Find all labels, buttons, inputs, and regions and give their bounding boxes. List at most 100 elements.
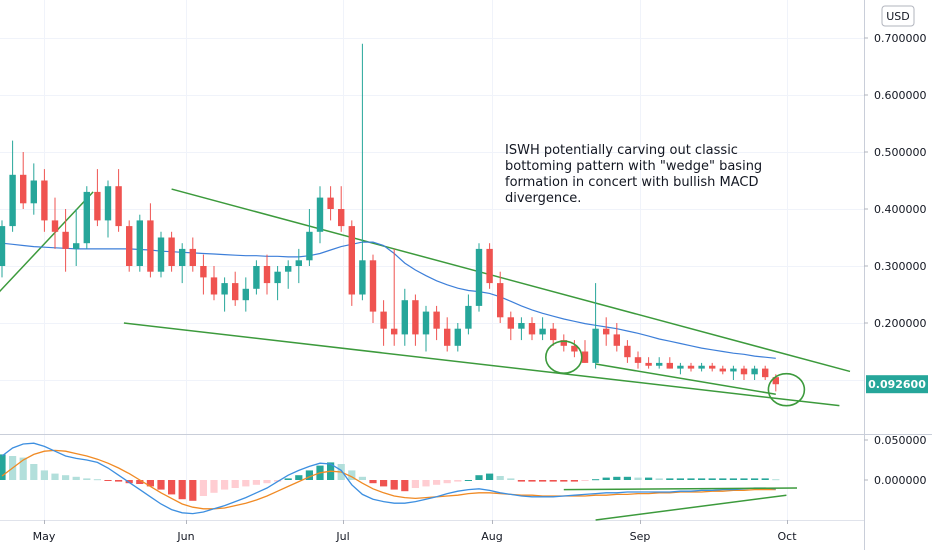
candle-body bbox=[263, 266, 271, 284]
candle-body bbox=[433, 311, 440, 329]
macd-bar bbox=[539, 480, 547, 482]
candle-body bbox=[645, 362, 652, 366]
macd-bar bbox=[549, 480, 557, 482]
candle-body bbox=[412, 300, 419, 335]
macd-bar bbox=[19, 457, 27, 480]
candle-body bbox=[730, 368, 737, 372]
annotation-line-3: formation in concert with bullish MACD bbox=[505, 175, 759, 190]
trendline bbox=[171, 188, 851, 373]
macd-bar bbox=[602, 477, 610, 480]
candle-body bbox=[136, 220, 143, 266]
macd-bar bbox=[560, 480, 568, 482]
candle-body bbox=[157, 237, 165, 272]
trendline bbox=[595, 363, 776, 395]
macd-bar bbox=[51, 473, 59, 480]
macd-bar bbox=[708, 478, 716, 480]
candle-body bbox=[104, 186, 112, 221]
candle-body bbox=[285, 266, 292, 272]
macd-bar bbox=[30, 464, 38, 480]
macd-bar bbox=[104, 480, 112, 481]
candle-body bbox=[497, 283, 504, 318]
candle-body bbox=[401, 300, 408, 335]
y-tick-label: 0.400000 bbox=[874, 203, 927, 216]
candle-body bbox=[327, 197, 334, 209]
macd-bar bbox=[199, 480, 207, 496]
moving-average bbox=[1, 241, 776, 359]
candles bbox=[0, 43, 779, 392]
macd-bar bbox=[655, 478, 663, 480]
candle-body bbox=[518, 323, 525, 329]
moving-average-line bbox=[1, 241, 776, 359]
macd-bar bbox=[115, 480, 123, 482]
macd-bar bbox=[623, 476, 631, 480]
macd-bar bbox=[464, 480, 472, 481]
candle-body bbox=[73, 243, 80, 249]
candle-body bbox=[709, 365, 716, 369]
candle-body bbox=[253, 266, 260, 289]
candle-body bbox=[51, 220, 59, 232]
candle-body bbox=[221, 283, 228, 295]
candle-body bbox=[147, 220, 154, 272]
macd-bar bbox=[528, 480, 536, 482]
annotation-line-2: bottoming pattern with "wedge" basing bbox=[505, 159, 762, 174]
macd-bar bbox=[433, 480, 441, 485]
macd-bar bbox=[729, 478, 737, 480]
macd-bar bbox=[751, 478, 759, 480]
candle-body bbox=[751, 368, 758, 375]
candle-body bbox=[698, 365, 705, 369]
candle-body bbox=[41, 180, 48, 221]
macd-bar bbox=[284, 478, 292, 480]
macd-bar bbox=[0, 454, 6, 480]
macd-bar bbox=[666, 478, 674, 480]
macd-bar bbox=[634, 477, 642, 480]
candle-body bbox=[592, 328, 599, 363]
candle-body bbox=[571, 345, 578, 352]
y-tick-label: 0.600000 bbox=[874, 89, 927, 102]
candle-body bbox=[422, 311, 430, 335]
macd-bar bbox=[401, 480, 409, 492]
candle-body bbox=[719, 368, 726, 372]
macd-bar bbox=[295, 475, 303, 480]
macd-y-tick-label: 0.000000 bbox=[874, 474, 927, 487]
last-price-badge: 0.092600 bbox=[866, 375, 928, 394]
annotation: ISWH potentially carving out classic bot… bbox=[505, 143, 762, 206]
candle-body bbox=[20, 174, 27, 204]
macd-bar bbox=[146, 480, 154, 487]
macd-bar bbox=[210, 480, 218, 493]
y-tick-label: 0.700000 bbox=[874, 32, 927, 45]
macd-line bbox=[1, 442, 776, 515]
candle-body bbox=[62, 231, 69, 249]
x-tick-label: Sep bbox=[630, 530, 651, 543]
macd-bar bbox=[475, 475, 483, 480]
currency-badge[interactable]: USD bbox=[881, 5, 915, 27]
macd-y-axis-labels: 0.050000 0.000000 bbox=[864, 434, 927, 487]
candle-body bbox=[210, 277, 218, 295]
macd-bar bbox=[242, 480, 250, 487]
candle-body bbox=[528, 323, 536, 335]
candle-body bbox=[348, 226, 355, 295]
macd-bar bbox=[189, 480, 197, 501]
candle-body bbox=[465, 305, 472, 329]
candle-body bbox=[306, 231, 313, 261]
candle-body bbox=[740, 368, 748, 375]
macd-bar bbox=[178, 480, 186, 500]
x-axis-labels: May Jun Jul Aug Sep Oct bbox=[33, 520, 797, 543]
candle-body bbox=[603, 328, 610, 335]
macd-bar bbox=[698, 478, 706, 480]
annotation-line-4: divergence. bbox=[505, 191, 581, 206]
macd-trendlines bbox=[563, 487, 798, 521]
macd-bar bbox=[263, 480, 271, 484]
macd-bar bbox=[274, 480, 282, 482]
candle-body bbox=[242, 288, 249, 301]
macd-bar bbox=[645, 477, 653, 480]
annotation-line-1: ISWH potentially carving out classic bbox=[505, 143, 738, 158]
candle-body bbox=[687, 365, 695, 369]
macd-bar bbox=[369, 480, 377, 484]
candle-body bbox=[83, 191, 90, 244]
candle-body bbox=[115, 186, 122, 227]
x-tick-label: May bbox=[33, 530, 56, 543]
macd-bar bbox=[40, 470, 48, 480]
candle-body bbox=[369, 260, 377, 312]
highlight-circles bbox=[544, 340, 806, 407]
